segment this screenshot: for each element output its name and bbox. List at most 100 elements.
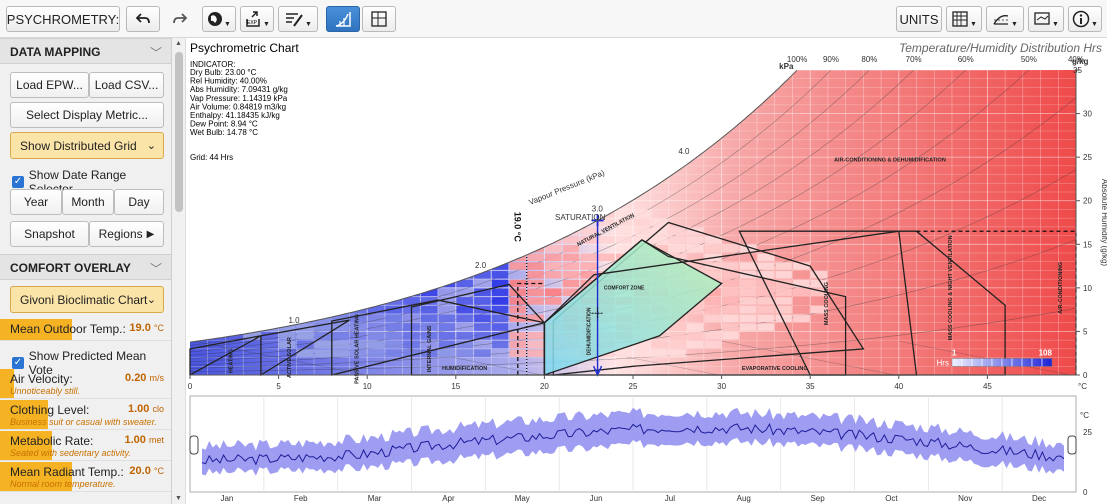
y-tick-label: 15: [1083, 240, 1092, 249]
mean-temperature-line: [201, 423, 1065, 466]
redo-button[interactable]: [164, 6, 196, 32]
edit-button[interactable]: ▼: [278, 6, 318, 32]
heatmap-cell: [793, 279, 810, 288]
table-view-button[interactable]: [362, 6, 396, 32]
heatmap-cell: [474, 349, 491, 357]
zone-label: DEHUMIDIFICATION: [586, 307, 592, 355]
undo-button[interactable]: [126, 6, 160, 32]
line-style-button[interactable]: ▼: [986, 6, 1024, 32]
caret-right-icon: ▶: [146, 228, 155, 240]
heatmap-cell: [527, 271, 544, 279]
heatmap-cell: [385, 305, 403, 314]
heatmap-cell: [296, 323, 314, 331]
heatmap-cell: [367, 332, 385, 340]
year-button[interactable]: Year: [10, 189, 62, 215]
sidebar-scrollbar[interactable]: ▲ ▼: [172, 38, 186, 504]
heatmap-cell: [474, 271, 491, 279]
pmv-label: Show Predicted Mean Vote: [28, 349, 147, 377]
regions-button[interactable]: Regions ▶: [89, 221, 164, 247]
comfort-overlay-title: COMFORT OVERLAY: [10, 261, 131, 275]
heatmap-cell: [598, 218, 615, 227]
load-csv-button[interactable]: Load CSV...: [89, 72, 164, 98]
timeline-end-handle[interactable]: [1067, 435, 1077, 455]
x-tick-label: 15: [451, 382, 460, 391]
month-label: Aug: [737, 494, 751, 503]
heatmap-cell: [545, 244, 562, 253]
y-tick-label: 10: [1083, 284, 1092, 293]
comfort-parameter-slider[interactable]: Mean Radiant Temp.: 20.0 °C Normal room te…: [0, 462, 171, 492]
heatmap-cell: [367, 340, 385, 349]
timeline-start-handle[interactable]: [189, 435, 199, 455]
heatmap-cell: [509, 332, 527, 340]
data-mapping-header[interactable]: DATA MAPPING ﹀: [0, 38, 171, 64]
comfort-overlay-header[interactable]: COMFORT OVERLAY ﹀: [0, 254, 171, 280]
heatmap-cell: [775, 297, 792, 305]
heatmap-cell: [545, 297, 562, 305]
x-tick-label: 5: [276, 382, 281, 391]
export-icon: EXP: [246, 11, 260, 27]
saturation-curve: [189, 69, 798, 343]
grid-options-button[interactable]: ▼: [946, 6, 982, 32]
month-label: Month: [71, 195, 105, 209]
month-label: Mar: [368, 494, 382, 503]
select-metric-button[interactable]: Select Display Metric...: [10, 102, 164, 128]
heatmap-cell: [722, 262, 739, 270]
comfort-parameter-slider[interactable]: Metabolic Rate: 1.00 met Seated with seden…: [0, 431, 171, 461]
pmv-checkbox[interactable]: ✓ Show Predicted Mean Vote: [12, 349, 171, 377]
units-button[interactable]: UNITS: [896, 6, 942, 32]
parameter-label: Clothing Level:: [10, 403, 90, 417]
load-epw-button[interactable]: Load EPW...: [10, 72, 89, 98]
scroll-up-icon[interactable]: ▲: [175, 40, 182, 47]
indicator-value: Rel Humidity: 40.00%: [190, 77, 267, 86]
heatmap-cell: [651, 340, 668, 349]
psychrometric-view-button[interactable]: [326, 6, 360, 32]
heatmap-cell: [739, 262, 757, 270]
heatmap-cell: [580, 253, 597, 262]
mean-outdoor-temp-slider[interactable]: Mean Outdoor Temp.: 19.0 °C: [0, 319, 171, 341]
heatmap-cell: [527, 332, 544, 340]
heatmap-cell: [722, 279, 739, 288]
heatmap-cell: [350, 340, 367, 349]
rh-tick-label: 100%: [787, 55, 807, 64]
indicator-point: [591, 307, 604, 320]
chevron-down-icon: ⌄: [146, 140, 156, 152]
heatmap-cell: [438, 323, 456, 331]
heatmap-cell: [474, 314, 491, 323]
grid-count: Grid: 44 Hrs: [190, 153, 233, 162]
value-text: 19.0: [129, 322, 151, 334]
heatmap-cell: [651, 244, 668, 253]
scroll-down-icon[interactable]: ▼: [175, 495, 182, 502]
export-button[interactable]: EXP ▼: [240, 6, 274, 32]
day-button[interactable]: Day: [114, 189, 164, 215]
heatmap-cell: [651, 236, 668, 244]
slider-fill: [0, 431, 52, 460]
chevron-down-icon: ⌄: [146, 294, 156, 306]
snapshot-button[interactable]: Snapshot: [10, 221, 89, 247]
comfort-chart-select[interactable]: Givoni Bioclimatic Chart ⌄: [10, 286, 164, 313]
chart-title: Psychrometric Chart: [190, 41, 299, 55]
heatmap-cell: [420, 349, 438, 357]
rh-tick-label: 80%: [861, 55, 877, 64]
heatmap-cell: [580, 262, 597, 270]
grid-display-select[interactable]: Show Distributed Grid ⌄: [10, 132, 164, 159]
display-options-button[interactable]: ▼: [1028, 6, 1064, 32]
x-tick-label: 10: [363, 382, 372, 391]
snapshot-label: Snapshot: [24, 227, 75, 241]
heatmap-cell: [438, 340, 456, 349]
month-button[interactable]: Month: [62, 189, 114, 215]
comfort-parameter-slider[interactable]: Clothing Level: 1.00 clo Business suit or …: [0, 400, 171, 430]
heatmap-cell: [474, 332, 491, 340]
scroll-thumb[interactable]: [175, 52, 183, 212]
heatmap-cell: [633, 340, 651, 349]
heatmap-cell: [527, 262, 544, 270]
indicator-value: Dew Point: 8.94 °C: [190, 120, 258, 129]
comfort-parameter-slider[interactable]: Air Velocity: 0.20 m/s Unnoticeably still.: [0, 369, 171, 399]
heatmap-cell: [456, 279, 473, 288]
info-button[interactable]: ▼: [1068, 6, 1102, 32]
value-text: 0.20: [125, 372, 147, 384]
heatmap-cell: [669, 332, 686, 340]
mode-button[interactable]: PSYCHROMETRY:: [6, 6, 120, 32]
heatmap-cell: [704, 305, 721, 314]
location-button[interactable]: ▼: [202, 6, 236, 32]
psychrometric-chart[interactable]: 051015202530354045°C051015202530g/kg35Dr…: [186, 38, 1107, 504]
